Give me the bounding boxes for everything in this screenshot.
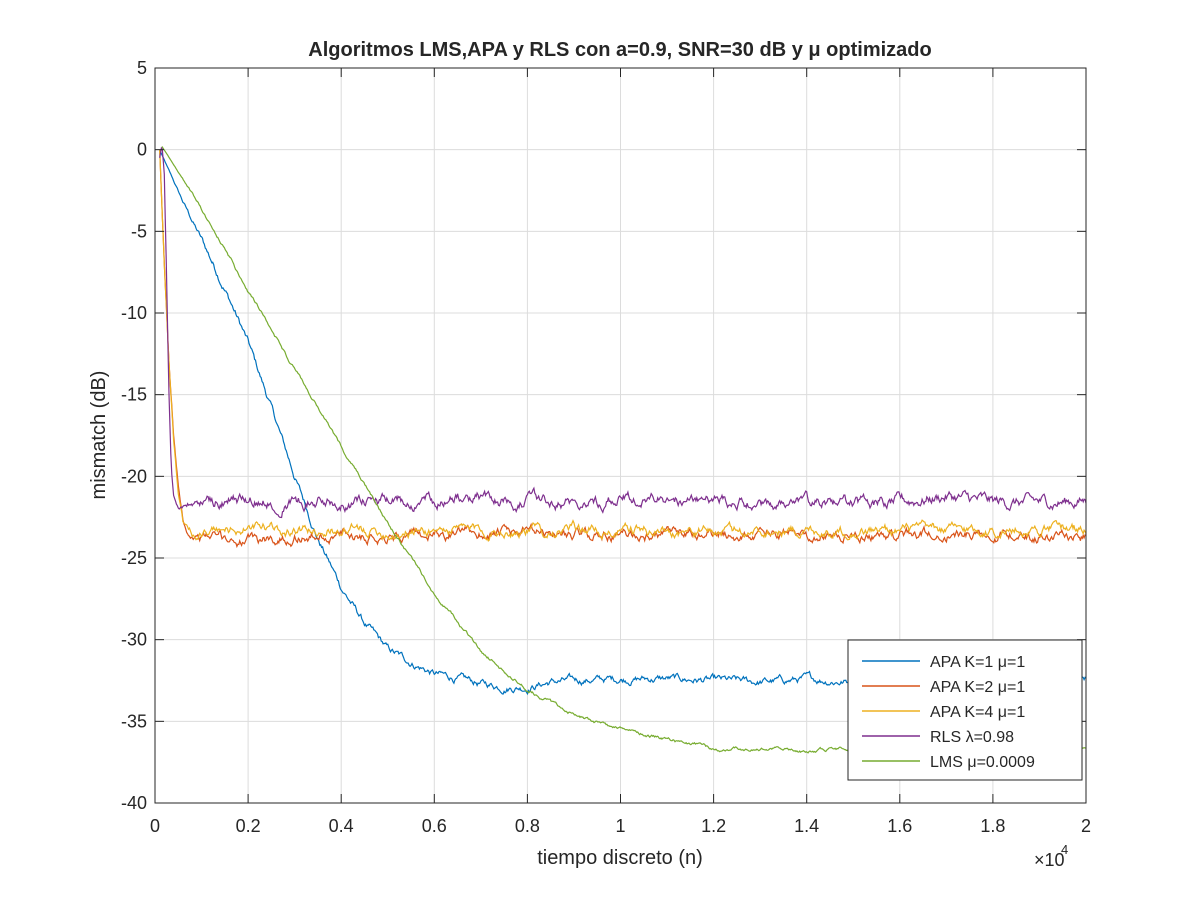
x-axis-exponent-power: 4 bbox=[1061, 842, 1068, 857]
legend-label: LMS μ=0.0009 bbox=[930, 754, 1035, 771]
x-tick-label: 0.8 bbox=[515, 816, 540, 836]
legend-label: APA K=2 μ=1 bbox=[930, 679, 1025, 696]
chart-title: Algoritmos LMS,APA y RLS con a=0.9, SNR=… bbox=[308, 39, 931, 61]
y-tick-label: -40 bbox=[121, 793, 147, 813]
axis-ticks: 0 0.2 0.4 0.6 0.8 1 1.2 1.4 1.6 1.8 2 5 0 -5 -10 -15 -20… bbox=[121, 58, 1091, 836]
x-tick-label: 0.2 bbox=[236, 816, 261, 836]
y-tick-label: -35 bbox=[121, 711, 147, 731]
x-tick-label: 0.4 bbox=[329, 816, 354, 836]
y-tick-label: -25 bbox=[121, 548, 147, 568]
x-tick-label: 1 bbox=[615, 816, 625, 836]
x-tick-label: 2 bbox=[1081, 816, 1091, 836]
x-axis-exponent-base: ×10 bbox=[1034, 850, 1065, 870]
x-tick-label: 0 bbox=[150, 816, 160, 836]
legend-label: APA K=1 μ=1 bbox=[930, 654, 1025, 671]
legend-label: APA K=4 μ=1 bbox=[930, 704, 1025, 721]
x-tick-label: 1.4 bbox=[794, 816, 819, 836]
x-tick-label: 1.8 bbox=[980, 816, 1005, 836]
x-tick-label: 1.2 bbox=[701, 816, 726, 836]
legend-label: RLS λ=0.98 bbox=[930, 729, 1014, 746]
x-tick-label: 0.6 bbox=[422, 816, 447, 836]
y-axis-label: mismatch (dB) bbox=[88, 371, 110, 500]
legend: APA K=1 μ=1 APA K=2 μ=1 APA K=4 μ=1 RLS λ=0… bbox=[847, 639, 1083, 781]
y-tick-label: -15 bbox=[121, 385, 147, 405]
y-tick-label: -5 bbox=[131, 221, 147, 241]
series-line-4 bbox=[159, 147, 1087, 519]
series-line-3 bbox=[159, 149, 1087, 542]
y-tick-label: -10 bbox=[121, 303, 147, 323]
y-tick-label: -20 bbox=[121, 466, 147, 486]
legend-box bbox=[847, 639, 1083, 781]
series-line-2 bbox=[159, 149, 1087, 549]
y-tick-label: 5 bbox=[137, 58, 147, 78]
y-tick-label: -30 bbox=[121, 630, 147, 650]
series-lines bbox=[159, 146, 1087, 754]
x-axis-label: tiempo discreto (n) bbox=[537, 847, 703, 869]
x-tick-label: 1.6 bbox=[887, 816, 912, 836]
y-tick-label: 0 bbox=[137, 140, 147, 160]
